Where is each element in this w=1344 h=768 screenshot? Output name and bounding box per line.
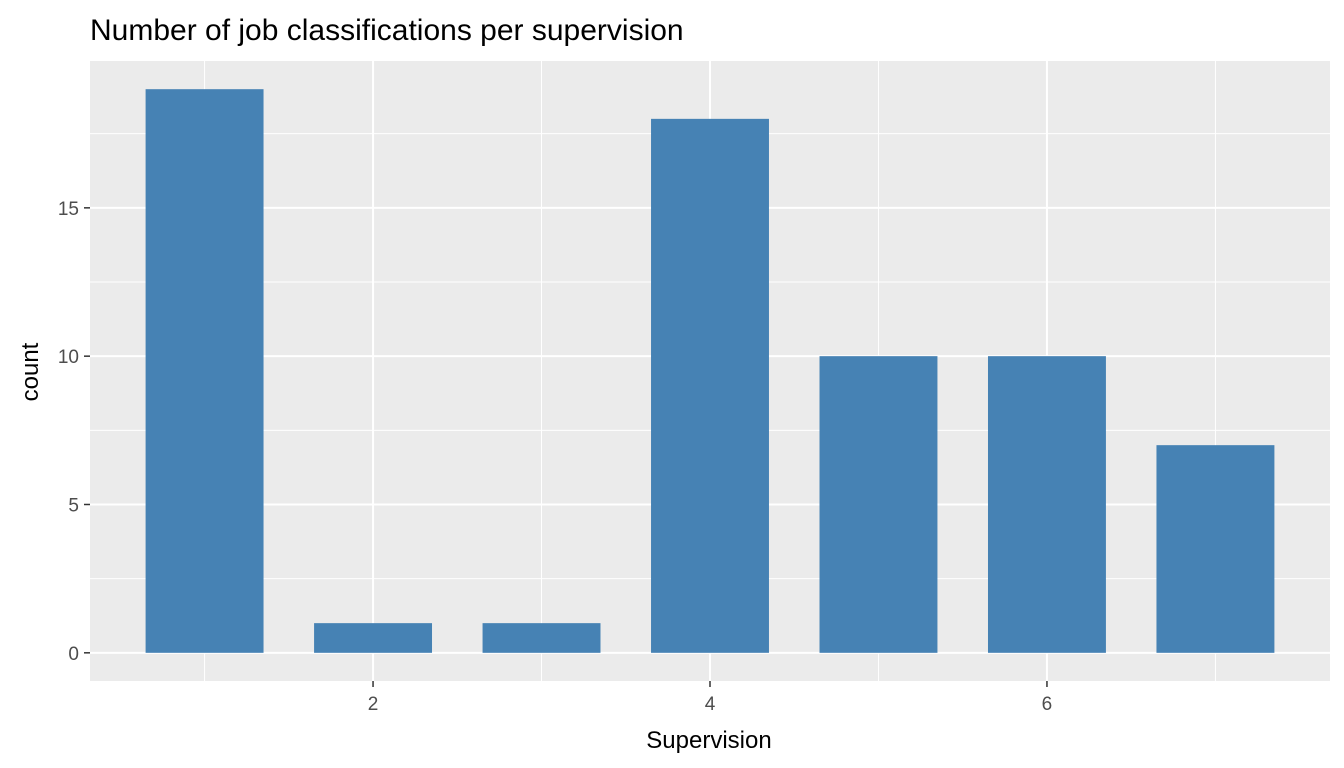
x-axis-title: Supervision [646, 727, 771, 754]
bar [987, 356, 1106, 653]
bar [482, 623, 601, 653]
chart-title: Number of job classifications per superv… [90, 14, 684, 47]
y-tick-label: 5 [68, 495, 79, 516]
bars [145, 89, 1275, 653]
x-axis: 2 4 6 [368, 681, 1052, 715]
bar [651, 118, 769, 653]
y-tick-label: 0 [68, 644, 79, 665]
bar [1156, 445, 1275, 653]
x-tick-label: 6 [1042, 694, 1053, 715]
bar [314, 623, 433, 653]
bar [819, 356, 938, 653]
y-tick-label: 10 [58, 347, 79, 368]
x-tick-label: 2 [368, 694, 379, 715]
y-axis: 0 5 10 15 [58, 199, 90, 665]
x-tick-label: 4 [705, 694, 716, 715]
y-tick-label: 15 [58, 199, 79, 220]
y-axis-title: count [17, 342, 44, 401]
bar [145, 89, 264, 653]
